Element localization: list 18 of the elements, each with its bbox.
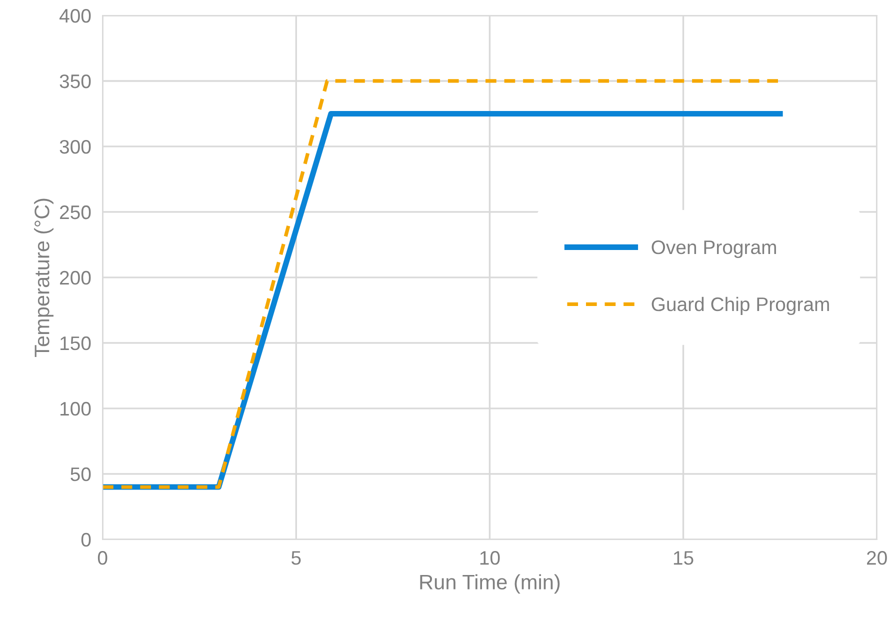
- y-tick-label: 100: [60, 402, 91, 416]
- y-tick-label: 0: [81, 532, 91, 547]
- x-tick-label: 0: [98, 551, 108, 565]
- y-tick-label: 150: [60, 336, 91, 350]
- y-axis-title: Temperature (°C): [34, 198, 54, 357]
- y-tick-label: 50: [70, 467, 91, 482]
- x-tick-label: 10: [480, 551, 500, 565]
- y-tick-label: 350: [60, 74, 91, 88]
- y-tick-label: 300: [60, 140, 91, 154]
- x-tick-label: 15: [674, 551, 694, 565]
- y-tick-label: 200: [60, 270, 91, 285]
- x-tick-label: 5: [292, 551, 301, 565]
- legend-label: Guard Chip Program: [652, 296, 829, 316]
- x-axis-title: Run Time (min): [420, 574, 560, 594]
- legend-label: Oven Program: [652, 240, 776, 258]
- y-tick-label: 400: [59, 8, 91, 23]
- y-tick-label: 250: [60, 205, 91, 220]
- x-tick-label: 20: [867, 551, 887, 565]
